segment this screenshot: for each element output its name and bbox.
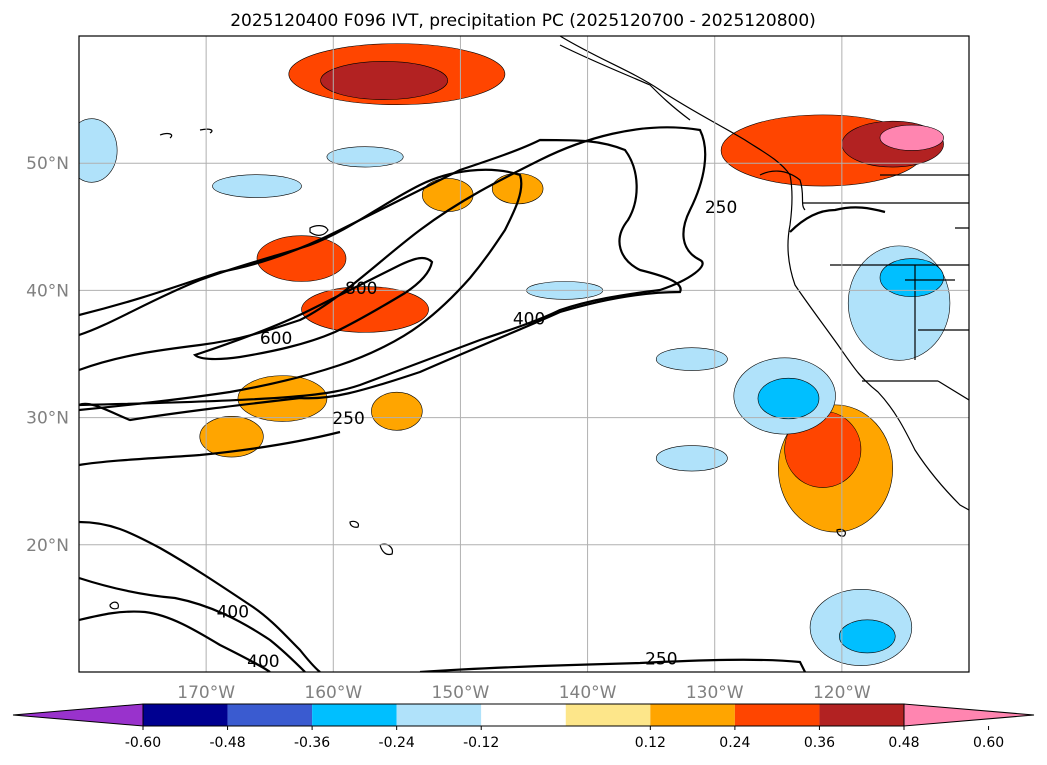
ivt-contours xyxy=(79,126,886,672)
colorbar-segment xyxy=(227,704,313,726)
lon-tick-label: 160°W xyxy=(304,683,362,703)
lon-tick-label: 140°W xyxy=(559,683,617,703)
lon-tick-label: 120°W xyxy=(813,683,871,703)
ivt-contour-250-southwest xyxy=(79,576,306,672)
gridlines xyxy=(79,36,969,672)
ivt-contour-250-bottom xyxy=(419,658,806,672)
contour-label: 250 xyxy=(705,198,737,218)
colorbar-tick-label: -0.24 xyxy=(379,735,415,751)
precip-anomaly-region xyxy=(199,416,264,458)
colorbar-tick-label: 0.60 xyxy=(973,735,1004,751)
precip-anomaly-region xyxy=(320,61,449,100)
precip-anomaly-region xyxy=(655,347,728,371)
precip-anomaly-region xyxy=(757,377,820,420)
ivt-contour-250-north xyxy=(79,138,682,422)
colorbar-tick-label: 0.24 xyxy=(719,735,750,751)
colorbar-tick-label: 0.36 xyxy=(804,735,835,751)
lon-tick-label: 130°W xyxy=(686,683,744,703)
contour-label: 400 xyxy=(217,602,249,622)
contour-label: 800 xyxy=(345,279,377,299)
precip-anomaly-region xyxy=(879,124,944,151)
contour-label: 250 xyxy=(645,649,677,669)
contour-label: 600 xyxy=(260,329,292,349)
colorbar-under-arrow xyxy=(12,703,144,727)
colorbar-tick-label: -0.48 xyxy=(209,735,245,751)
precip-anomaly-region xyxy=(371,391,423,431)
colorbar-tick-label: -0.12 xyxy=(463,735,499,751)
colorbar-segment xyxy=(481,704,566,726)
precip-anomaly-region xyxy=(212,174,302,198)
ivt-contour-400-north xyxy=(79,126,707,407)
ivt-contour-400-south xyxy=(79,520,321,672)
colorbar-frame xyxy=(142,703,905,727)
precip-anomaly-region xyxy=(79,118,118,183)
ivt-contour-250-east xyxy=(789,206,886,233)
lon-tick-label: 150°W xyxy=(432,683,490,703)
ivt-contour-600 xyxy=(79,168,523,412)
lat-tick-label: 20°N xyxy=(26,536,69,556)
colorbar-segment xyxy=(734,704,820,726)
colorbar-segment xyxy=(819,704,904,726)
contour-labels: 800 600 400 250 250 400 400 250 xyxy=(217,198,738,672)
colorbar-tick-label: 0.48 xyxy=(888,735,919,751)
precip-anomaly-region xyxy=(839,619,896,654)
lon-tick-label: 170°W xyxy=(177,683,235,703)
map-area: 800 600 400 250 250 400 400 250 xyxy=(79,36,969,672)
colorbar-labels: -0.60 -0.48 -0.36 -0.24 -0.12 0.12 0.24 0.36 0.4… xyxy=(125,726,1004,751)
precip-anomaly-region xyxy=(879,258,944,298)
ivt-contour-400-southwest xyxy=(79,610,271,672)
lat-tick-label: 40°N xyxy=(26,281,69,301)
colorbar-tick-label: 0.12 xyxy=(635,735,666,751)
contour-label: 400 xyxy=(247,652,279,672)
colorbar xyxy=(12,703,1035,727)
colorbar-segment xyxy=(312,704,397,726)
colorbar-over-arrow xyxy=(903,703,1035,727)
ivt-contour-250-south xyxy=(79,430,341,467)
precip-anomaly-region xyxy=(421,178,474,212)
contour-label: 400 xyxy=(513,310,545,330)
lat-tick-label: 30°N xyxy=(26,409,69,429)
ivt-contour-800 xyxy=(192,256,434,361)
contour-label: 250 xyxy=(332,409,364,429)
colorbar-tick-label: -0.60 xyxy=(125,735,161,751)
precip-anomaly-region xyxy=(256,235,347,282)
colorbar-segment xyxy=(565,704,651,726)
latitude-labels: 50°N 40°N 30°N 20°N xyxy=(26,154,69,556)
precip-anomaly-region xyxy=(326,146,404,168)
colorbar-segment xyxy=(396,704,482,726)
colorbar-segment xyxy=(650,704,735,726)
coastline-borders xyxy=(109,36,969,610)
longitude-labels: 170°W 160°W 150°W 140°W 130°W 120°W xyxy=(177,683,871,703)
precip-anomaly-region xyxy=(655,445,728,472)
colorbar-tick-label: -0.36 xyxy=(294,735,330,751)
colorbar-segment xyxy=(143,704,228,726)
map-frame xyxy=(78,35,970,673)
chart-title: 2025120400 F096 IVT, precipitation PC (2… xyxy=(230,11,816,31)
lat-tick-label: 50°N xyxy=(26,154,69,174)
